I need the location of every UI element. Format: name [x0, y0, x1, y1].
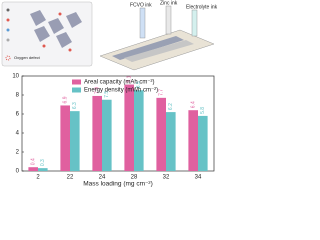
bar	[28, 167, 38, 171]
bar	[38, 168, 48, 171]
value-label: 6.4	[191, 101, 197, 108]
annotation: Electrolyte ink	[186, 4, 218, 10]
bar	[156, 97, 166, 171]
value-label: 7.7	[159, 89, 165, 96]
y-tick-label: 4	[16, 131, 20, 137]
legend-label: Energy density (mWh cm⁻²)	[84, 88, 158, 94]
annotation: FCVO ink	[130, 2, 152, 8]
annotation: Zinc ink	[160, 0, 178, 6]
value-label: 0.3	[40, 159, 46, 166]
bar	[92, 95, 102, 171]
value-label: 6.9	[63, 96, 69, 103]
y-tick-label: 10	[12, 74, 19, 80]
bar	[60, 105, 70, 171]
value-label: 7.5	[104, 91, 110, 98]
annotation: Oxygen defect	[14, 55, 41, 60]
x-tick-label: 32	[163, 175, 170, 181]
plot-frame	[21, 75, 215, 172]
value-label: 7.9	[95, 87, 101, 94]
bar	[134, 90, 144, 171]
y-tick-label: 6	[16, 112, 20, 118]
x-tick-label: 24	[99, 175, 106, 181]
value-label: 0.4	[31, 158, 37, 165]
y-tick-label: 2	[16, 150, 20, 156]
bar	[102, 99, 112, 171]
value-label: 8.5	[136, 81, 142, 88]
bar	[70, 111, 80, 171]
value-label: 6.3	[72, 102, 78, 109]
x-axis-title: Mass loading (mg cm⁻²)	[83, 181, 153, 188]
x-tick-label: 34	[195, 175, 202, 181]
y-tick-label: 0	[16, 169, 20, 175]
value-label: 9.1	[127, 75, 133, 82]
bar	[198, 115, 208, 171]
bar	[188, 110, 198, 171]
y-tick-label: 8	[16, 93, 20, 99]
x-tick-label: 2	[36, 175, 40, 181]
bar	[166, 112, 176, 171]
x-tick-label: 22	[67, 175, 74, 181]
legend-swatch	[72, 87, 81, 93]
schematic	[1, 1, 215, 71]
x-tick-label: 28	[131, 175, 138, 181]
bar	[124, 84, 134, 171]
legend-swatch	[72, 79, 81, 85]
legend-label: Areal capacity (mAh cm⁻²)	[84, 80, 155, 86]
value-label: 6.2	[168, 103, 174, 110]
value-label: 5.8	[200, 107, 206, 114]
figure: Oxygen defect FCVO ink Zinc ink Electrol…	[1, 0, 218, 188]
